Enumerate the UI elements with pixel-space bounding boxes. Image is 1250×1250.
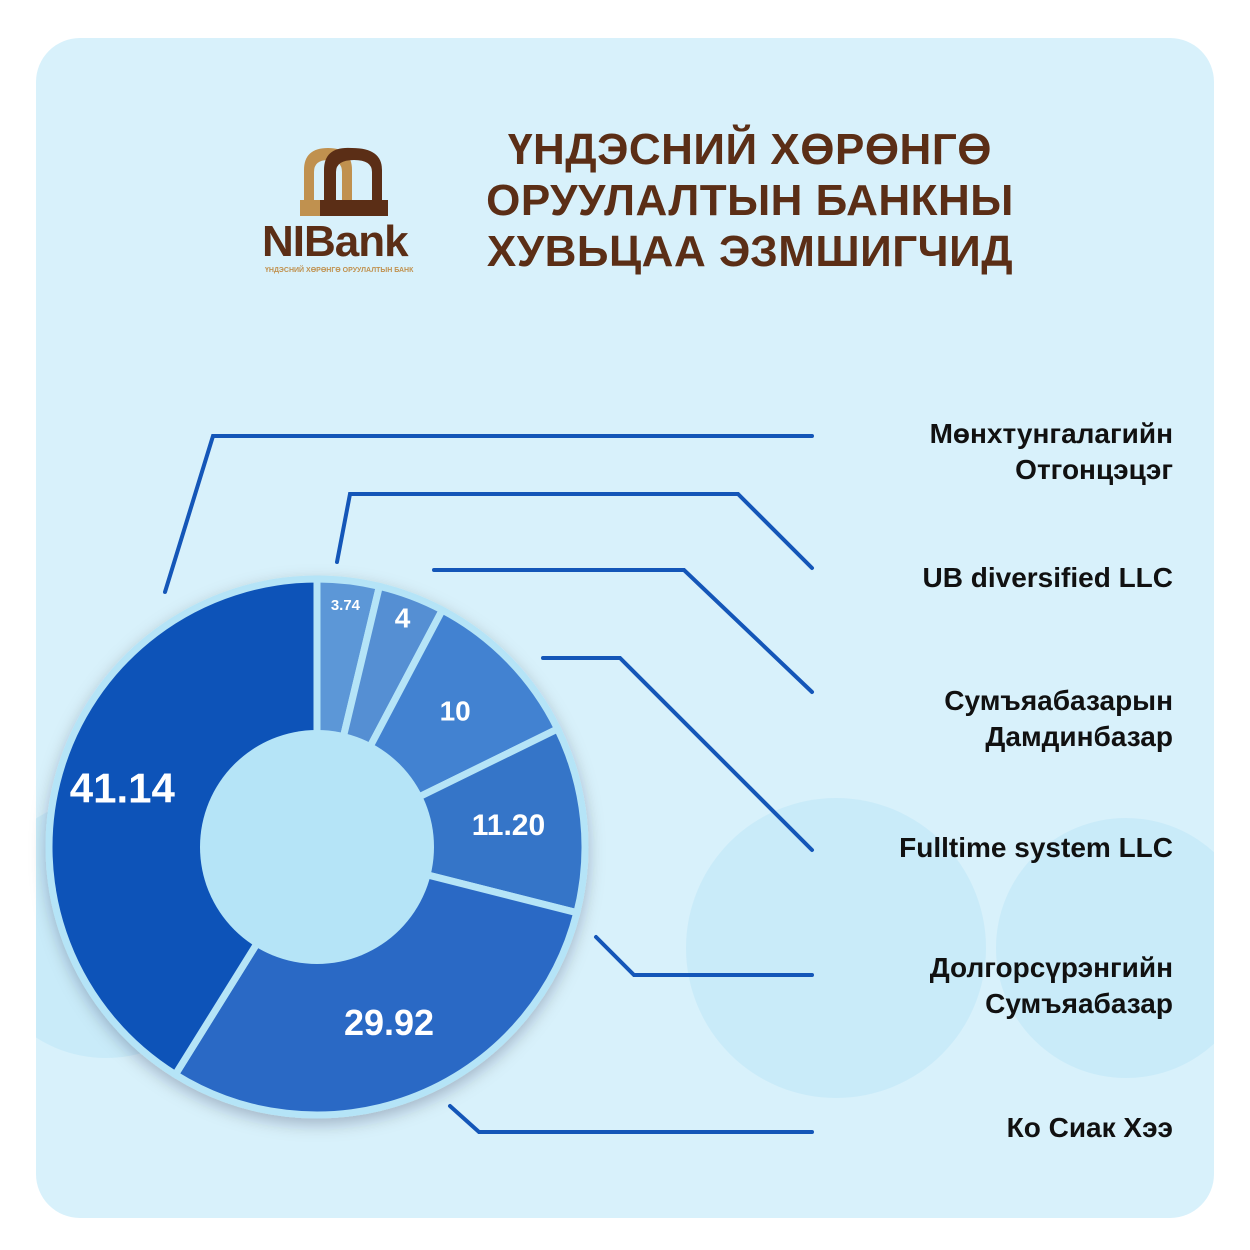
legend-label: UB diversified LLC xyxy=(922,562,1173,593)
legend-label: Fulltime system LLC xyxy=(899,832,1173,863)
legend-label: Долгорсүрэнгийн xyxy=(929,952,1173,983)
legend-label: Мөнхтунгалагийн xyxy=(929,418,1173,449)
slice-11.20 xyxy=(306,724,589,917)
leader-lines xyxy=(163,434,814,1134)
leader-line xyxy=(335,492,814,570)
leader-line xyxy=(432,568,814,694)
leader-line xyxy=(448,1104,814,1134)
legend-label: Дамдинбазар xyxy=(985,721,1173,752)
legend-label: Сумъяабазар xyxy=(985,988,1173,1019)
legend-item: UB diversified LLC xyxy=(923,560,1173,596)
slice-41.14 xyxy=(45,575,321,1080)
logo-subtext: ҮНДЭСНИЙ ХӨРӨНГӨ ОРУУЛАЛТЫН БАНК xyxy=(265,267,414,274)
data-label: 29.92 xyxy=(344,1002,434,1043)
data-label: 41.14 xyxy=(70,764,176,811)
data-label: 11.20 xyxy=(472,809,545,842)
legend-item: Fulltime system LLC xyxy=(899,830,1173,866)
donut-hole xyxy=(200,730,434,964)
leader-line xyxy=(541,656,814,852)
background-shape xyxy=(686,798,986,1098)
legend-item: Сумъяабазарын Дамдинбазар xyxy=(944,683,1173,755)
legend-label: Отгонцэцэг xyxy=(1015,454,1173,485)
legend-item: Ко Сиак Хээ xyxy=(1007,1110,1173,1146)
legend-label: Сумъяабазарын xyxy=(944,685,1173,716)
leader-line xyxy=(163,434,814,594)
data-label: 3.74 xyxy=(331,597,361,614)
logo-text: NIBank xyxy=(262,217,409,266)
title-line: ХУВЬЦАА ЭЗМШИГЧИД xyxy=(486,227,1014,276)
leader-line xyxy=(594,935,814,977)
background-shape xyxy=(996,818,1214,1078)
data-label: 10 xyxy=(440,695,471,726)
nibank-logo-icon xyxy=(300,147,388,216)
data-label: 4 xyxy=(395,602,411,633)
legend-item: Мөнхтунгалагийн Отгонцэцэг xyxy=(930,416,1173,488)
page-title: ҮНДЭСНИЙ ХӨРӨНГӨ ОРУУЛАЛТЫН БАНКНЫ ХУВЬЦ… xyxy=(455,124,1045,277)
title-line: ОРУУЛАЛТЫН БАНКНЫ xyxy=(486,176,1014,225)
title-line: ҮНДЭСНИЙ ХӨРӨНГӨ xyxy=(507,125,992,174)
legend-label: Ко Сиак Хээ xyxy=(1006,1112,1173,1143)
legend-item: Долгорсүрэнгийн Сумъяабазар xyxy=(930,950,1173,1022)
